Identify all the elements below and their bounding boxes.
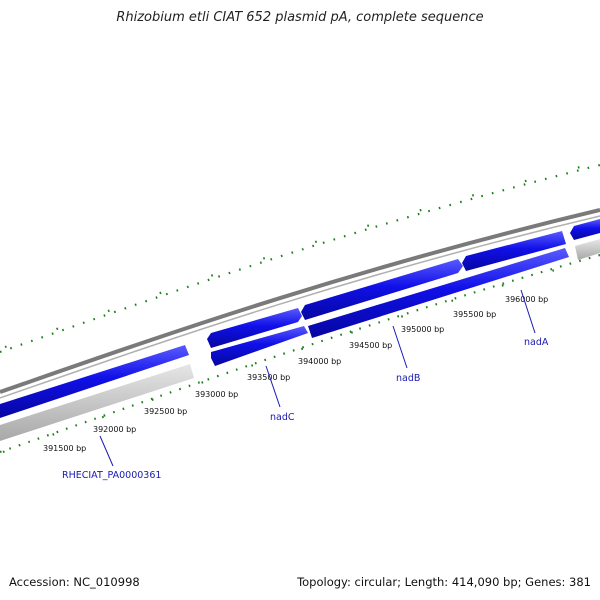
position-labels: 391500 bp 392000 bp 392500 bp 393000 bp … — [43, 295, 548, 453]
position-label: 396000 bp — [505, 295, 548, 304]
gene-label-leaders — [99, 289, 536, 467]
gene-arrow — [207, 308, 302, 348]
gene-arrow — [308, 248, 569, 338]
gene-arrow — [462, 231, 566, 271]
position-label: 392500 bp — [144, 407, 187, 416]
gc-skew-ticks-inner — [0, 253, 600, 454]
gene-arrow — [0, 345, 189, 418]
position-label: 393000 bp — [195, 390, 238, 399]
gene-arrow — [301, 259, 463, 320]
gene-arrow — [575, 239, 600, 260]
sequence-summary: Topology: circular; Length: 414,090 bp; … — [297, 575, 591, 589]
map-title: Rhizobium etli CIAT 652 plasmid pA, comp… — [116, 10, 484, 25]
forward-strand-genes — [0, 219, 600, 418]
position-label: 395500 bp — [453, 310, 496, 319]
gene-arrow — [211, 326, 308, 366]
position-label: 393500 bp — [247, 373, 290, 382]
position-label: 395000 bp — [401, 325, 444, 334]
position-label: 391500 bp — [43, 444, 86, 453]
gene-label-nadc: nadC — [270, 412, 295, 423]
accession-text: Accession: NC_010998 — [9, 575, 140, 589]
position-label: 394500 bp — [349, 341, 392, 350]
gene-labels: RHECIAT_PA0000361 nadC nadB nadA — [62, 337, 549, 481]
gene-arrow — [0, 364, 194, 441]
reverse-strand-genes — [0, 239, 600, 441]
gene-label-nadb: nadB — [396, 373, 420, 384]
sequence-backbone — [0, 208, 600, 399]
position-label: 392000 bp — [93, 425, 136, 434]
position-label: 394000 bp — [298, 357, 341, 366]
gene-label-rheciat-pa0000361: RHECIAT_PA0000361 — [62, 470, 161, 481]
gene-arrow — [570, 219, 600, 240]
gene-label-nada: nadA — [524, 337, 549, 348]
